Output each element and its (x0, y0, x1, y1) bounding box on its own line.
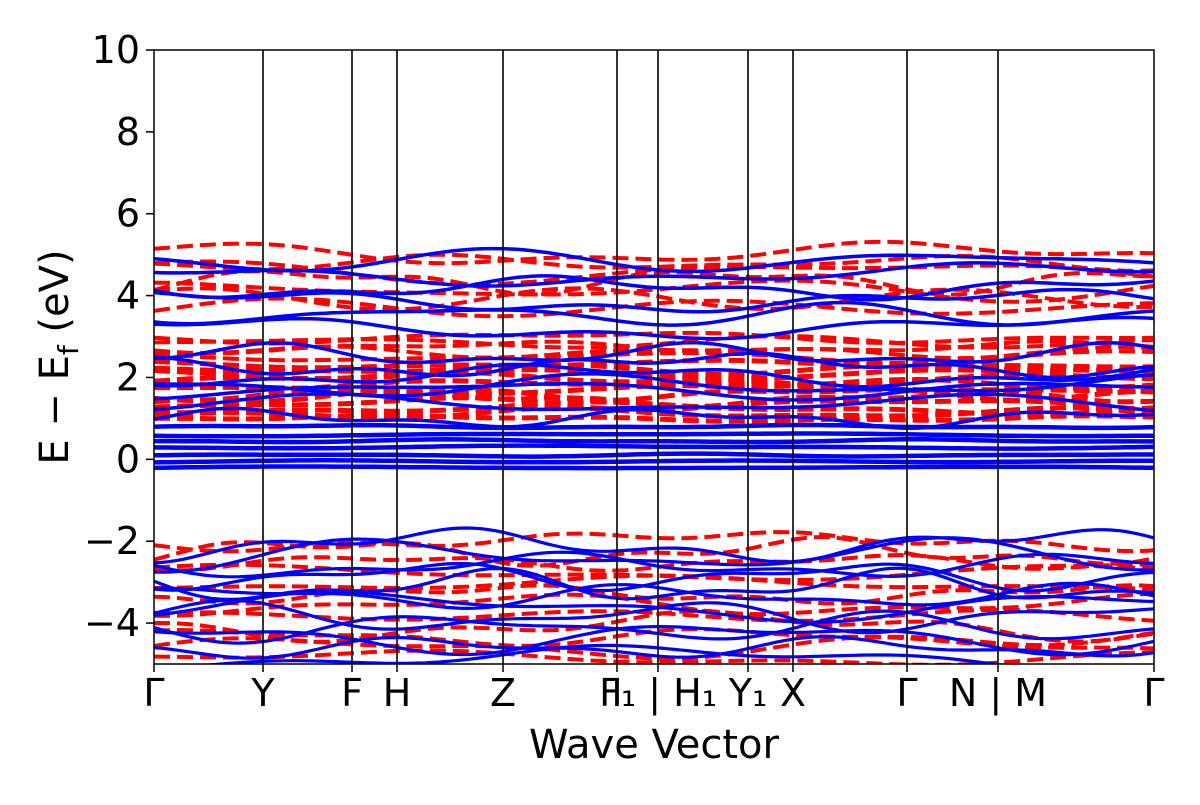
band-line (154, 561, 1154, 593)
band-line (154, 274, 1154, 302)
band-line (154, 334, 1154, 350)
kpoint-label: Γ (1143, 671, 1164, 715)
kpoint-label: Γ (143, 671, 164, 715)
y-tick-label: 2 (116, 355, 140, 399)
kpoint-label: F₁ | H₁ (599, 671, 717, 716)
kpoint-label: N | M (949, 671, 1047, 716)
band-line (154, 598, 1154, 635)
band-line (154, 550, 1154, 579)
band-line (154, 300, 1154, 327)
band-line (154, 431, 1154, 439)
band-line (154, 357, 1154, 371)
y-tick-label: 4 (116, 274, 140, 318)
y-tick-label: −2 (84, 519, 140, 563)
band-line (154, 536, 1154, 574)
plot-frame (153, 49, 1155, 665)
band-line (154, 609, 1154, 645)
band-line (154, 246, 1154, 274)
kpoint-label: Z (490, 671, 516, 715)
kpoint-label: H (383, 671, 412, 715)
band-line (154, 287, 1154, 314)
y-tick-label: 0 (116, 437, 140, 481)
y-tick-label: 6 (116, 192, 140, 236)
band-line (154, 553, 1154, 573)
x-axis-kpoint-labels: Γ Y F H Z IF₁ | H₁ Y₁ X Γ N | M Γ (143, 664, 1165, 716)
band-line (154, 464, 1154, 471)
band-line (154, 422, 1154, 431)
band-line (154, 381, 1154, 402)
kpoint-label: X (780, 671, 806, 715)
band-line (154, 392, 1154, 413)
band-line (154, 566, 1154, 601)
x-axis-title: Wave Vector (529, 722, 780, 768)
bands-layer (154, 239, 1154, 664)
y-axis-title: E − Ef (eV) (32, 249, 85, 464)
kpoint-label: Y (250, 671, 275, 715)
y-tick-label: 8 (116, 110, 140, 154)
band-line (154, 351, 1154, 380)
kpoint-label: Γ (896, 671, 917, 715)
band-line (154, 315, 1154, 341)
y-tick-label: 10 (92, 28, 140, 72)
band-line (154, 437, 1154, 445)
band-line (154, 443, 1154, 451)
kpoint-label: F (341, 671, 363, 715)
band-line (154, 451, 1154, 459)
band-line (154, 625, 1154, 657)
y-axis-ticks: −4 −2 0 2 4 6 8 10 (84, 28, 154, 645)
band-line (154, 269, 1154, 297)
y-axis-title-unit: (eV) (32, 249, 78, 345)
y-axis-title-main: E − E (32, 355, 78, 465)
band-line (154, 340, 1154, 365)
band-line (154, 372, 1154, 398)
band-line (154, 296, 1154, 319)
kpoint-label: I (611, 671, 622, 715)
band-line (154, 581, 1154, 611)
y-tick-label: −4 (84, 601, 140, 645)
band-line (154, 330, 1154, 346)
band-line (154, 239, 1154, 266)
band-line (201, 643, 1007, 664)
band-line (154, 458, 1154, 465)
band-line (154, 535, 1154, 568)
band-line (154, 362, 1154, 389)
y-axis-title-sub: f (52, 344, 85, 355)
kpoint-lines (262, 50, 999, 664)
band-line (154, 406, 1154, 431)
band-line (154, 635, 1154, 660)
kpoint-label: Y₁ (728, 671, 767, 715)
band-line (154, 399, 1154, 418)
